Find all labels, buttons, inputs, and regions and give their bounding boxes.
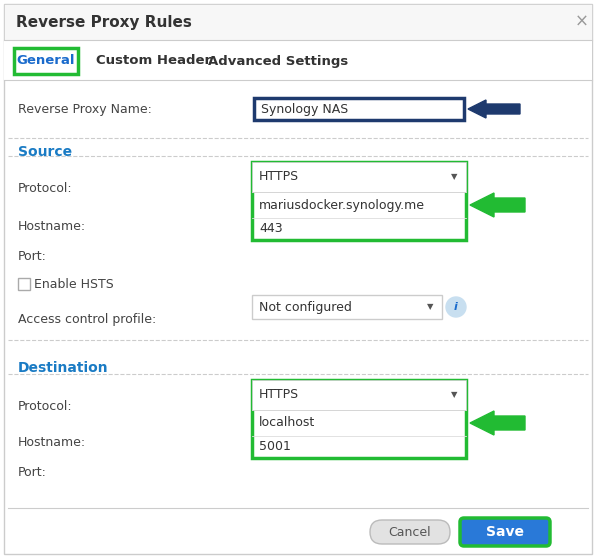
Text: Port:: Port: [18, 466, 47, 479]
Polygon shape [468, 100, 520, 118]
Text: Protocol:: Protocol: [18, 182, 73, 195]
Text: ▼: ▼ [451, 391, 457, 400]
Text: 5001: 5001 [259, 440, 291, 454]
Text: Synology NAS: Synology NAS [261, 103, 348, 116]
Text: Destination: Destination [18, 361, 108, 375]
Polygon shape [470, 193, 525, 217]
Text: HTTPS: HTTPS [259, 171, 299, 184]
Bar [4, 4, 592, 40]
Bar [252, 380, 466, 458]
Text: ×: × [575, 13, 589, 31]
Text: 443: 443 [259, 223, 283, 235]
Text: Hostname:: Hostname: [18, 436, 86, 450]
Text: Save: Save [486, 525, 524, 539]
Bar [4, 40, 592, 80]
FancyBboxPatch shape [460, 518, 550, 546]
Text: Advanced Settings: Advanced Settings [208, 55, 348, 68]
Text: Hostname:: Hostname: [18, 219, 86, 233]
Text: Reverse Proxy Rules: Reverse Proxy Rules [16, 15, 192, 30]
Bar [18, 278, 30, 290]
Text: Cancel: Cancel [389, 526, 432, 538]
Text: General: General [17, 55, 75, 68]
Text: Custom Header: Custom Header [96, 55, 211, 68]
Bar [252, 162, 466, 240]
Text: Port:: Port: [18, 249, 47, 262]
Polygon shape [470, 411, 525, 435]
Text: ▼: ▼ [427, 302, 433, 311]
Text: Not configured: Not configured [259, 301, 352, 314]
FancyBboxPatch shape [370, 520, 450, 544]
Circle shape [446, 297, 466, 317]
Text: Source: Source [18, 145, 72, 159]
Text: Access control profile:: Access control profile: [18, 312, 156, 325]
Bar [254, 98, 464, 120]
Text: i: i [454, 302, 458, 312]
Text: Protocol:: Protocol: [18, 400, 73, 412]
Text: Reverse Proxy Name:: Reverse Proxy Name: [18, 103, 152, 116]
Text: Enable HSTS: Enable HSTS [34, 277, 114, 291]
Text: localhost: localhost [259, 416, 315, 430]
Text: mariusdocker.synology.me: mariusdocker.synology.me [259, 199, 425, 211]
Text: ▼: ▼ [451, 172, 457, 181]
Bar [252, 295, 442, 319]
Bar [14, 48, 78, 74]
Text: HTTPS: HTTPS [259, 388, 299, 402]
Bar [252, 162, 466, 192]
Bar [252, 380, 466, 410]
